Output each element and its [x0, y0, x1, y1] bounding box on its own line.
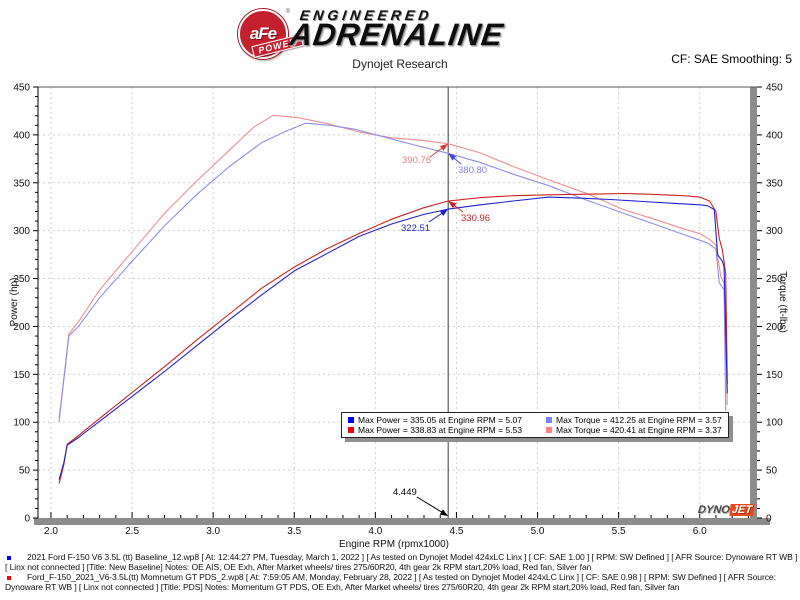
svg-text:200: 200	[13, 322, 30, 333]
header: aFe ® POWER ENGINEERED ADRENALINE Dynoje…	[0, 0, 800, 78]
afe-logo-text: aFe	[249, 24, 277, 43]
legend-label: Max Torque = 412.25 at Engine RPM = 3.57	[556, 415, 722, 425]
legend-box: Max Power = 335.05 at Engine RPM = 5.07 …	[341, 412, 729, 438]
dynojet-watermark-jet: JET	[729, 504, 755, 516]
curve-pds-torque	[58, 114, 728, 423]
curve-pds-power	[58, 192, 728, 484]
svg-text:0: 0	[766, 514, 772, 525]
axis-labels: 2.0 2.5 3.0 3.5 4.0 4.5 5.0 5.5 6.0 0 0 50 50 100 100 1…	[9, 83, 788, 551]
svg-text:250: 250	[13, 274, 30, 285]
svg-text:300: 300	[766, 226, 783, 237]
svg-text:5.0: 5.0	[531, 526, 545, 537]
page-title: Dynojet Research	[352, 57, 448, 71]
svg-text:300: 300	[13, 226, 30, 237]
legend-item-max-torque-pds: Max Torque = 420.41 at Engine RPM = 3.37	[544, 425, 722, 435]
legend-item-max-power-baseline: Max Power = 335.05 at Engine RPM = 5.07	[346, 415, 544, 425]
svg-text:50: 50	[19, 466, 31, 477]
svg-text:3.0: 3.0	[206, 526, 220, 537]
annotation-322.51: 322.51	[401, 223, 430, 234]
svg-text:100: 100	[766, 418, 783, 429]
legend-swatch-lightblue	[546, 417, 552, 423]
svg-text:50: 50	[766, 466, 778, 477]
annotation-380.80: 380.80	[458, 165, 487, 176]
legend-swatch-salmon	[546, 427, 552, 433]
svg-text:0: 0	[24, 514, 30, 525]
legend-item-max-power-pds: Max Power = 338.83 at Engine RPM = 5.53	[346, 425, 544, 435]
legend-label: Max Power = 335.05 at Engine RPM = 5.07	[358, 415, 522, 425]
svg-text:4.5: 4.5	[449, 526, 463, 537]
svg-text:350: 350	[13, 178, 30, 189]
legend-label: Max Power = 338.83 at Engine RPM = 5.53	[358, 425, 522, 435]
svg-text:150: 150	[13, 370, 30, 381]
svg-text:450: 450	[766, 83, 783, 94]
legend-swatch-red	[348, 427, 354, 433]
annotation-390.76: 390.76	[402, 155, 431, 166]
run-info-pds: Ford_F-150_2021_V6-3.5L(tt) Momnetum GT …	[0, 572, 798, 592]
curve-baseline-torque	[58, 122, 727, 419]
axes	[33, 86, 770, 525]
svg-text:5.5: 5.5	[612, 526, 626, 537]
annotation-4.449: 4.449	[393, 487, 417, 498]
y-axis-title-left: Power (hp)	[9, 278, 20, 327]
annotations: 390.76 380.80 322.51 330.96 4.449	[393, 143, 490, 517]
run-bullet-red	[7, 576, 11, 581]
registered-mark: ®	[285, 9, 290, 15]
svg-text:4.0: 4.0	[368, 526, 382, 537]
svg-text:2.5: 2.5	[125, 526, 139, 537]
svg-text:400: 400	[13, 130, 30, 141]
svg-text:2.0: 2.0	[44, 526, 58, 537]
x-axis-title: Engine RPM (rpmx1000)	[339, 539, 449, 550]
svg-text:450: 450	[13, 83, 30, 94]
legend-label: Max Torque = 420.41 at Engine RPM = 3.37	[556, 425, 722, 435]
svg-text:400: 400	[766, 130, 783, 141]
grid	[38, 87, 750, 518]
svg-text:350: 350	[766, 178, 783, 189]
run-info-baseline: 2021 Ford F-150 V6 3.5L (tt) Baseline_12…	[0, 552, 798, 572]
annotation-330.96: 330.96	[461, 213, 490, 224]
run-info-text: 2021 Ford F-150 V6 3.5L (tt) Baseline_12…	[5, 552, 798, 572]
svg-text:6.0: 6.0	[693, 526, 707, 537]
y-axis-title-right: Torque (ft-lbs)	[777, 271, 788, 333]
svg-text:250: 250	[766, 274, 783, 285]
cf-smoothing-label: CF: SAE Smoothing: 5	[671, 52, 792, 66]
run-bullet-blue	[7, 556, 11, 560]
run-info-footer: 2021 Ford F-150 V6 3.5L (tt) Baseline_12…	[0, 552, 798, 593]
curve-baseline-power	[58, 196, 728, 480]
dynojet-watermark: DYNOJET	[697, 504, 755, 516]
legend-item-max-torque-baseline: Max Torque = 412.25 at Engine RPM = 3.57	[544, 415, 722, 425]
svg-text:200: 200	[766, 322, 783, 333]
svg-text:100: 100	[13, 418, 30, 429]
svg-text:3.5: 3.5	[287, 526, 301, 537]
dynojet-watermark-dyno: DYNO	[697, 504, 731, 516]
svg-text:150: 150	[766, 370, 783, 381]
legend-swatch-blue	[348, 417, 354, 423]
run-info-text: Ford_F-150_2021_V6-3.5L(tt) Momnetum GT …	[5, 572, 776, 592]
curves	[58, 114, 728, 484]
